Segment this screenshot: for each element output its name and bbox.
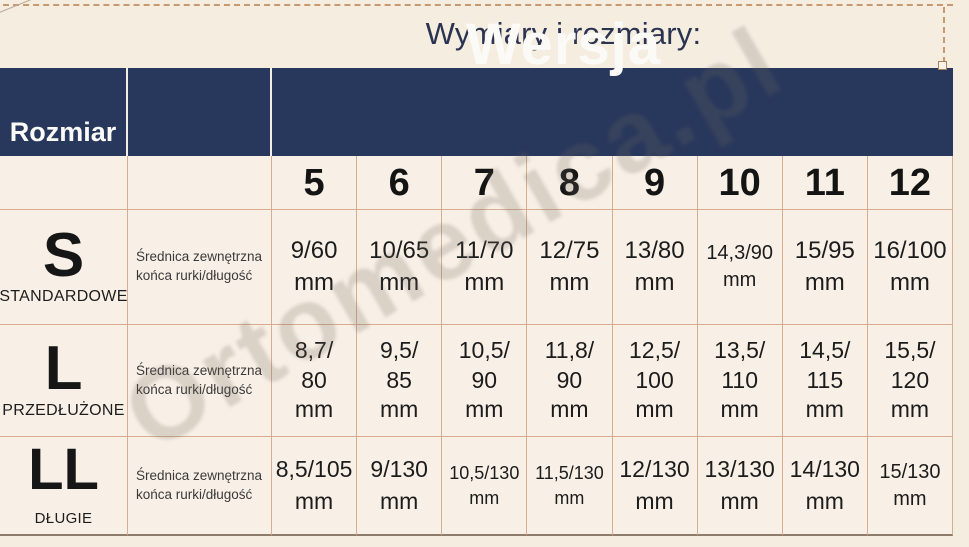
selection-border-right bbox=[943, 7, 945, 63]
value-cell: 13,5/ 110 mm bbox=[697, 325, 783, 437]
value-cell: 14/130 mm bbox=[782, 437, 868, 536]
dimension-value: 11,5/130 mm bbox=[535, 463, 604, 508]
dimension-value: 12/75 mm bbox=[539, 236, 600, 296]
version-header-cell: 8 bbox=[527, 156, 613, 210]
selection-border-top bbox=[3, 4, 953, 6]
dimension-value: 13/80 mm bbox=[624, 236, 685, 296]
version-header-cell: 5 bbox=[272, 156, 358, 210]
empty-cell bbox=[128, 156, 272, 210]
dimension-value: 9/60 mm bbox=[290, 236, 338, 296]
value-cell: 12/75 mm bbox=[527, 210, 613, 325]
dimension-value: 8,7/ 80 mm bbox=[294, 337, 334, 423]
size-name: STANDARDOWE bbox=[0, 288, 128, 306]
version-header-cell: 11 bbox=[782, 156, 868, 210]
value-cell: 9/130 mm bbox=[357, 437, 443, 536]
value-cell: 11,8/ 90 mm bbox=[527, 325, 613, 437]
dimension-value: 14/130 mm bbox=[789, 456, 860, 514]
version-number: 12 bbox=[888, 161, 932, 204]
value-cell: 15/95 mm bbox=[782, 210, 868, 325]
dimension-value: 9/130 mm bbox=[370, 456, 428, 514]
value-cell: 8,7/ 80 mm bbox=[272, 325, 358, 437]
value-cell: 16/100 mm bbox=[867, 210, 953, 325]
size-table: 5 6 7 8 9 10 11 12 S STANDARDOWE Średnic… bbox=[0, 156, 953, 536]
selection-handle[interactable] bbox=[938, 61, 947, 70]
version-number: 9 bbox=[643, 161, 666, 204]
version-header-cell: 6 bbox=[357, 156, 443, 210]
dimension-value: 14,5/ 115 mm bbox=[799, 337, 851, 423]
size-cell: LL DŁUGIE bbox=[0, 437, 128, 536]
version-number: 11 bbox=[804, 161, 845, 204]
size-letter: S bbox=[42, 220, 85, 290]
size-name: PRZEDŁUŻONE bbox=[2, 401, 125, 419]
dimension-value: 13,5/ 110 mm bbox=[714, 337, 766, 423]
measure-description: Średnica zewnętrzna końca rurki/długość bbox=[136, 249, 263, 283]
corner-fold-line bbox=[0, 0, 33, 15]
value-cell: 15/130 mm bbox=[867, 437, 953, 536]
size-letter: L bbox=[44, 334, 83, 404]
table-row-ll: LL DŁUGIE Średnica zewnętrzna końca rurk… bbox=[0, 437, 953, 536]
dimension-value: 12,5/ 100 mm bbox=[628, 337, 681, 423]
measure-description: Średnica zewnętrzna końca rurki/długość bbox=[136, 467, 263, 502]
dimension-value: 10,5/ 90 mm bbox=[458, 337, 510, 423]
dimension-value: 15/95 mm bbox=[794, 236, 855, 296]
dimension-value: 15,5/ 120 mm bbox=[884, 337, 936, 423]
value-cell: 14,5/ 115 mm bbox=[782, 325, 868, 437]
dimension-value: 12/130 mm bbox=[619, 456, 690, 514]
measure-description: Średnica zewnętrzna końca rurki/długość bbox=[136, 362, 263, 397]
dimension-value: 8,5/105 mm bbox=[275, 456, 353, 514]
dimension-value: 13/130 mm bbox=[704, 456, 775, 514]
value-cell: 10/65 mm bbox=[357, 210, 443, 325]
description-cell: Średnica zewnętrzna końca rurki/długość bbox=[128, 210, 272, 325]
value-cell: 11/70 mm bbox=[442, 210, 528, 325]
dimension-value: 9,5/ 85 mm bbox=[380, 337, 419, 423]
dimension-value: 10,5/130 mm bbox=[449, 463, 520, 508]
value-cell: 12/130 mm bbox=[612, 437, 698, 536]
version-header-cell: 12 bbox=[867, 156, 953, 210]
version-number: 10 bbox=[718, 161, 761, 204]
version-number-row: 5 6 7 8 9 10 11 12 bbox=[0, 156, 953, 210]
version-header-cell: 10 bbox=[697, 156, 783, 210]
dimension-value: 16/100 mm bbox=[873, 236, 947, 296]
description-column-header-empty bbox=[128, 68, 272, 156]
size-letter: LL bbox=[28, 437, 99, 503]
value-cell: 12,5/ 100 mm bbox=[612, 325, 698, 437]
value-cell: 8,5/105 mm bbox=[272, 437, 358, 536]
value-cell: 13/80 mm bbox=[612, 210, 698, 325]
dimension-value: 11/70 mm bbox=[455, 236, 514, 296]
table-row-s: S STANDARDOWE Średnica zewnętrzna końca … bbox=[0, 210, 953, 325]
dimension-value: 14,3/90 mm bbox=[706, 242, 774, 291]
value-cell: 13/130 mm bbox=[697, 437, 783, 536]
dimension-value: 15/130 mm bbox=[879, 460, 941, 510]
version-number: 5 bbox=[303, 161, 325, 204]
size-cell: L PRZEDŁUŻONE bbox=[0, 325, 128, 437]
dimension-value: 11,8/ 90 mm bbox=[544, 337, 595, 423]
value-cell: 9/60 mm bbox=[272, 210, 358, 325]
size-name: DŁUGIE bbox=[34, 509, 93, 527]
empty-cell bbox=[0, 156, 128, 210]
value-cell: 10,5/130 mm bbox=[442, 437, 528, 536]
dimension-value: 10/65 mm bbox=[369, 236, 430, 296]
value-cell: 11,5/130 mm bbox=[527, 437, 613, 536]
value-cell: 14,3/90 mm bbox=[697, 210, 783, 325]
table-row-l: L PRZEDŁUŻONE Średnica zewnętrzna końca … bbox=[0, 325, 953, 437]
version-number: 7 bbox=[473, 161, 495, 204]
page-title: Wymiary i rozmiary: bbox=[425, 16, 702, 51]
table-header-band: Rozmiar bbox=[0, 68, 953, 156]
value-cell: 10,5/ 90 mm bbox=[442, 325, 528, 437]
version-group-header: Wersja bbox=[465, 11, 662, 77]
version-number: 6 bbox=[388, 161, 410, 204]
description-cell: Średnica zewnętrzna końca rurki/długość bbox=[128, 325, 272, 437]
value-cell: 15,5/ 120 mm bbox=[867, 325, 953, 437]
description-cell: Średnica zewnętrzna końca rurki/długość bbox=[128, 437, 272, 536]
size-cell: S STANDARDOWE bbox=[0, 210, 128, 325]
version-header-cell: 7 bbox=[442, 156, 528, 210]
version-number: 8 bbox=[558, 161, 580, 204]
value-cell: 9,5/ 85 mm bbox=[357, 325, 443, 437]
version-header-cell: 9 bbox=[612, 156, 698, 210]
size-column-header: Rozmiar bbox=[0, 68, 128, 156]
